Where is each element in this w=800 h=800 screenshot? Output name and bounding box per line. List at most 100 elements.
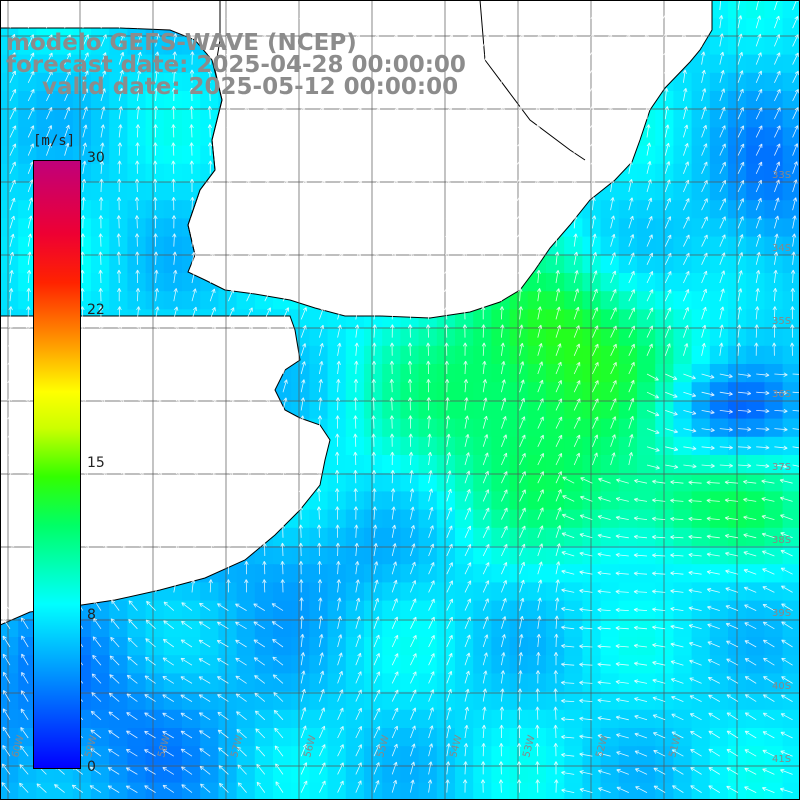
wind-arrow [792,464,800,467]
wind-cell [0,236,19,256]
wind-cell [436,582,456,602]
wind-arrow [319,161,326,174]
lat-label: 33S [772,170,791,181]
wind-arrow [519,579,525,593]
wind-cell [200,91,219,110]
wind-arrow [82,580,89,593]
wind-arrow [209,524,215,538]
wind-arrow [3,690,11,702]
wind-cell [455,491,474,511]
wind-cell [618,473,638,492]
wind-arrow [537,324,543,338]
wind-cell [509,364,529,383]
wind-cell [309,582,329,602]
wind-arrow [719,306,725,320]
wind-cell [655,382,674,401]
wind-arrow [389,415,395,429]
wind-cell [728,364,747,383]
wind-cell [782,36,800,56]
wind-arrow [209,251,215,265]
wind-arrow [353,470,358,484]
wind-arrow [464,142,469,156]
wind-arrow [537,343,543,356]
wind-cell [18,54,37,74]
wind-cell [418,746,438,765]
wind-arrow [137,525,144,538]
wind-arrow [651,516,666,521]
wind-arrow [499,269,504,284]
wind-cell [728,127,747,147]
wind-cell [546,582,565,602]
wind-arrow [555,379,562,393]
wind-cell [764,345,784,365]
wind-arrow [373,233,379,247]
wind-cell [600,236,620,256]
wind-cell [436,455,456,474]
wind-cell [309,327,329,347]
wind-cell [473,746,492,765]
wind-arrow [482,670,488,684]
wind-arrow [536,51,542,65]
wind-arrow [317,542,322,557]
wind-arrow [665,410,678,416]
wind-arrow [226,542,232,557]
wind-arrow [537,15,543,29]
wind-arrow [263,124,269,138]
wind-arrow [118,507,126,520]
wind-cell [455,728,474,747]
wind-cell [291,618,310,638]
wind-cell [691,564,711,583]
wind-cell [291,400,310,420]
wind-arrow [755,15,761,29]
wind-cell [309,600,329,620]
wind-arrow [683,198,690,211]
wind-arrow [317,451,322,466]
wind-cell [418,473,438,492]
wind-arrow [428,161,434,174]
wind-arrow [391,579,398,593]
wind-arrow [755,33,762,47]
wind-arrow [683,124,689,138]
wind-cell [145,273,165,292]
wind-arrow [137,342,142,356]
wind-cell [637,673,656,693]
wind-arrow [407,324,413,338]
wind-arrow [519,633,524,648]
wind-cell [327,564,347,583]
wind-arrow [628,452,633,466]
wind-arrow [90,710,102,721]
wind-arrow [319,234,326,247]
wind-arrow [118,543,126,557]
wind-cell [618,618,638,638]
wind-arrow [444,379,450,393]
wind-arrow [127,637,138,648]
wind-arrow [337,88,343,102]
wind-cell [600,782,620,800]
wind-arrow [137,507,144,520]
wind-cell [91,127,110,147]
wind-arrow [482,34,489,47]
wind-arrow [535,106,541,120]
wind-cell [746,436,765,456]
wind-arrow [118,415,125,429]
wind-cell [728,455,747,474]
wind-cell [182,127,201,147]
wind-arrow [391,689,399,702]
wind-arrow [280,51,286,65]
wind-arrow [355,270,361,284]
wind-arrow [652,607,666,612]
wind-arrow [316,506,322,520]
wind-cell [582,327,602,347]
wind-cell [709,273,729,292]
wind-cell [345,382,365,401]
wind-arrow [282,234,289,247]
wind-arrow [235,657,247,666]
wind-cell [600,527,620,547]
wind-arrow [391,725,398,739]
wind-cell [691,163,711,183]
wind-cell [455,382,474,401]
wind-arrow [737,216,744,229]
wind-cell [309,382,329,401]
wind-arrow [719,125,726,138]
wind-arrow [628,215,634,229]
